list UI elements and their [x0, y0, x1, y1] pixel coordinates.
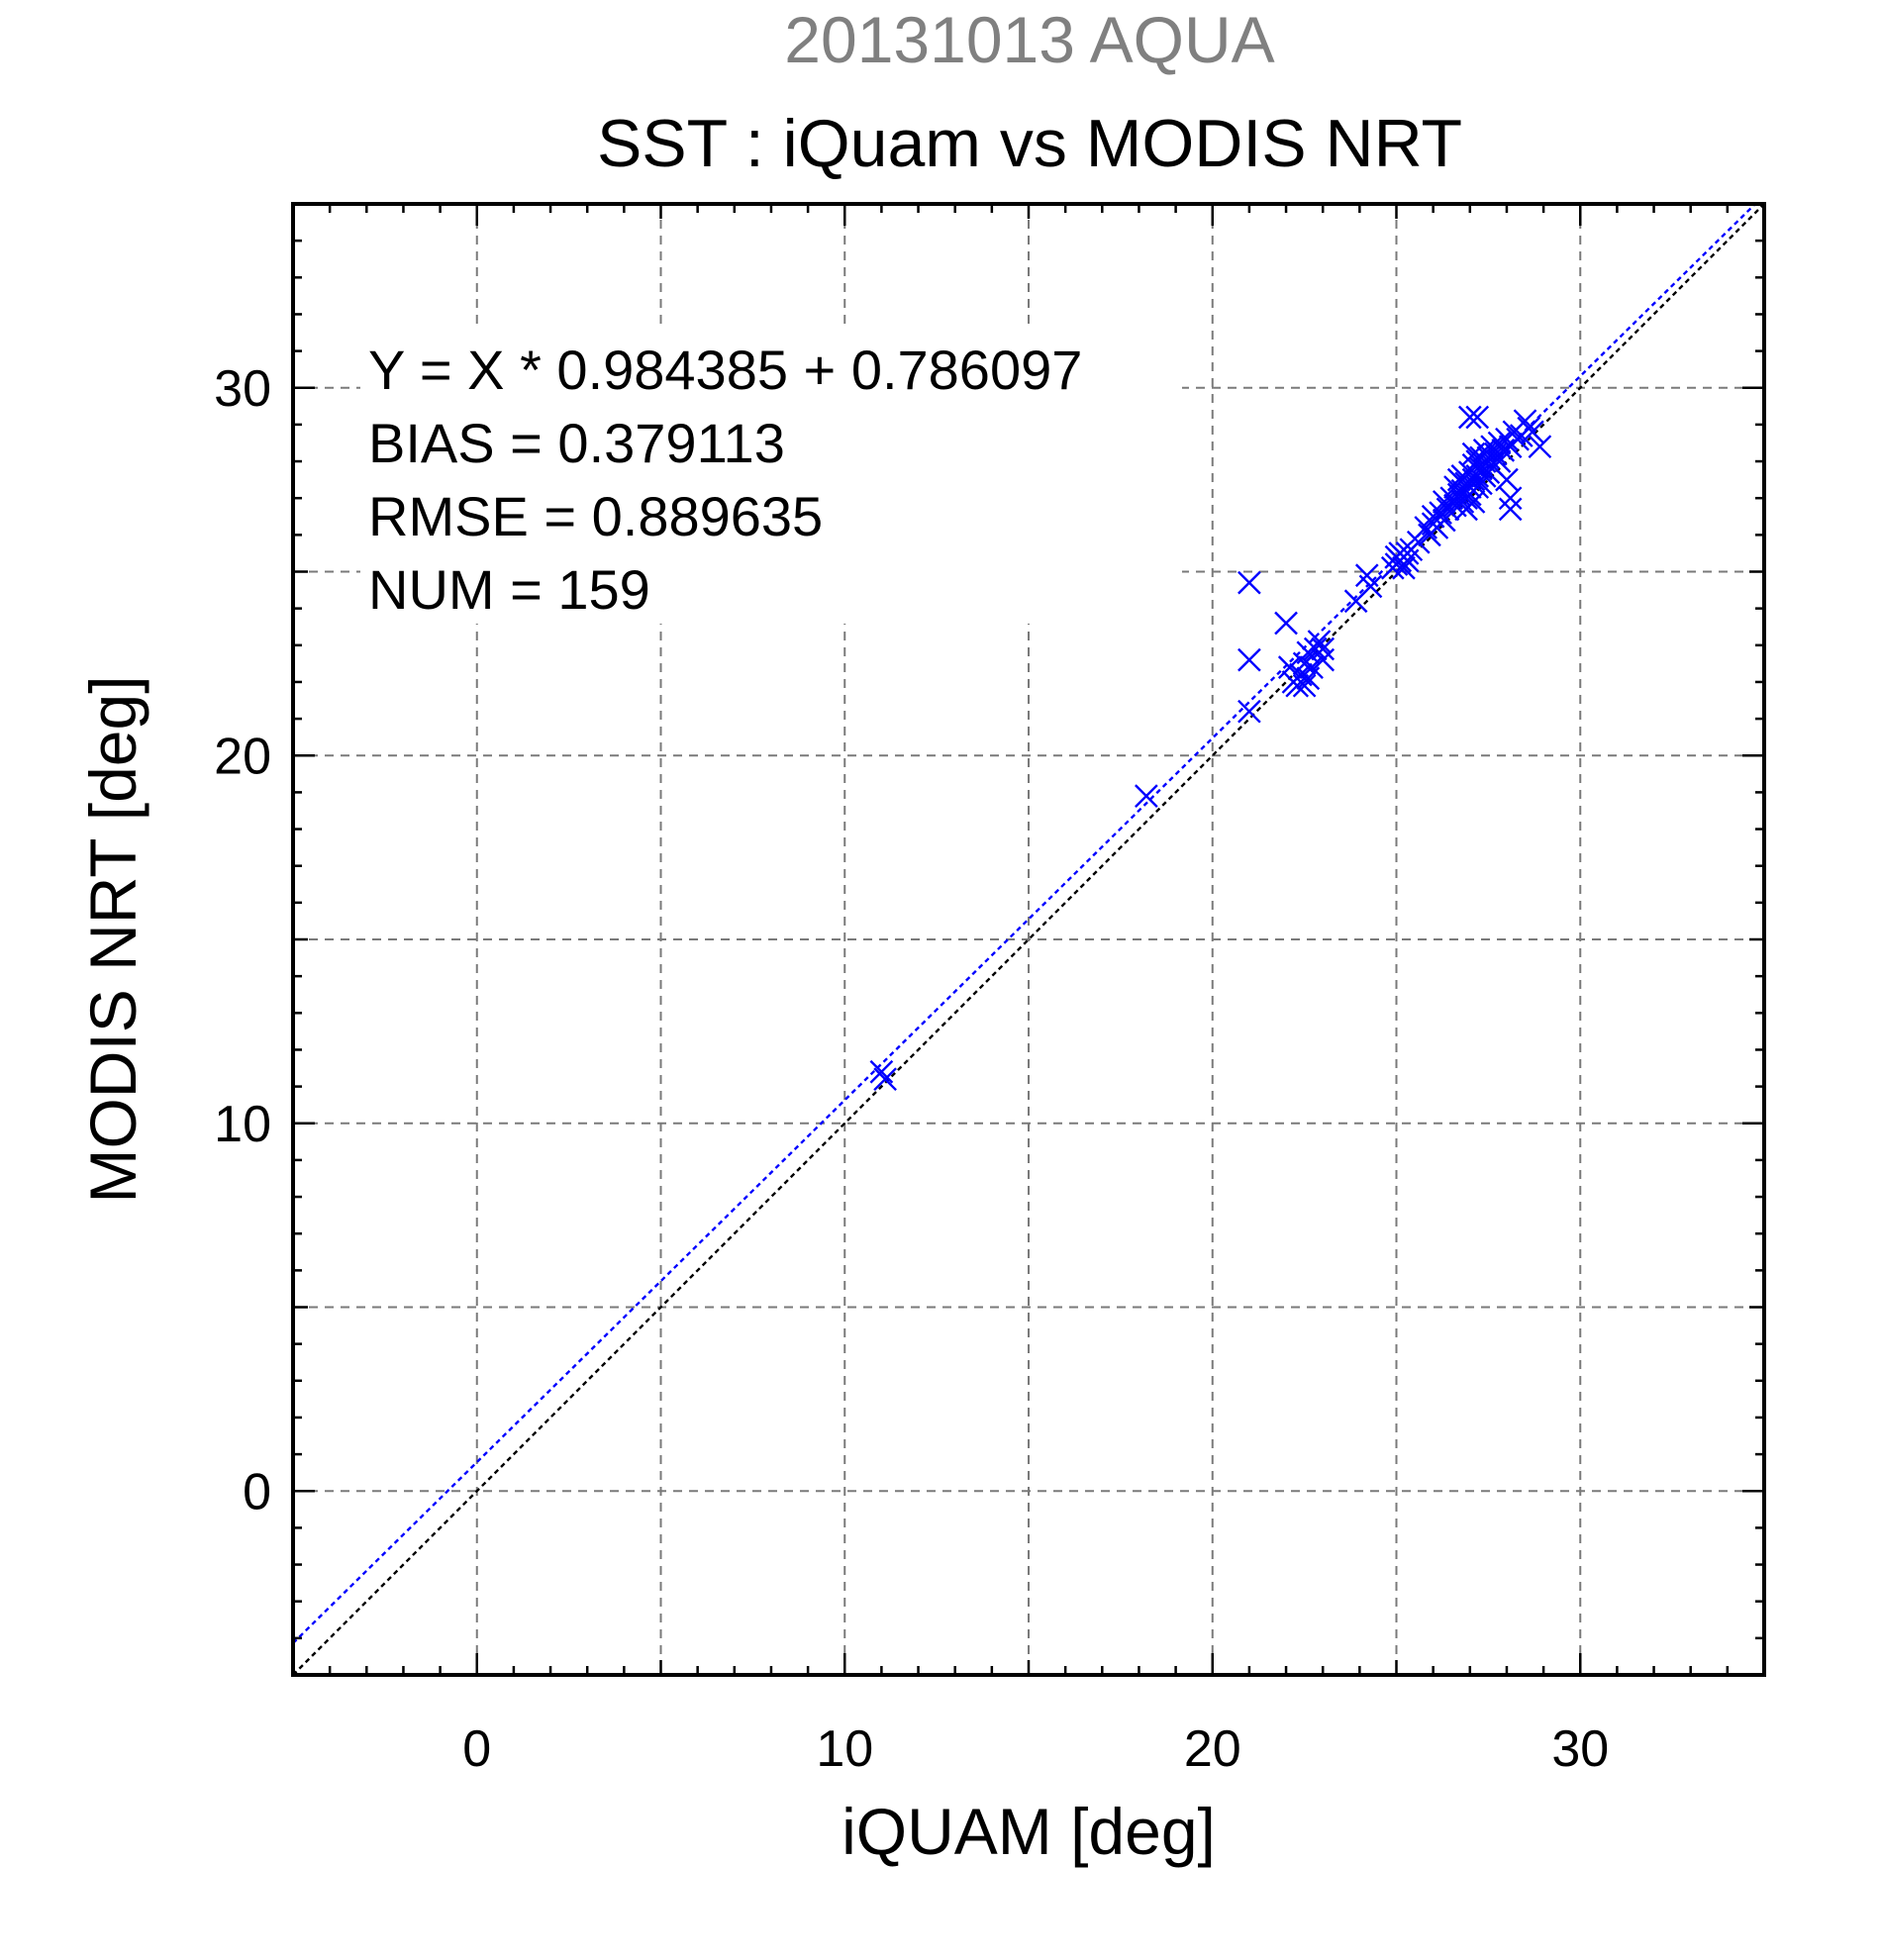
data-point	[1238, 570, 1261, 595]
data-point	[1521, 420, 1544, 444]
data-point	[873, 1067, 897, 1092]
data-point	[1292, 673, 1317, 698]
y-tick-label: 30	[214, 360, 271, 418]
x-tick-labels: 0 10 20 30	[462, 1720, 1609, 1778]
data-point	[1135, 784, 1158, 808]
x-tick-label: 0	[462, 1720, 491, 1778]
data-point	[1311, 647, 1336, 672]
bias-value: BIAS = 0.379113	[368, 412, 785, 474]
data-point	[1498, 497, 1523, 522]
y-tick-labels: 0 10 20 30	[214, 360, 271, 1521]
chart-title: SST : iQuam vs MODIS NRT	[597, 106, 1462, 181]
x-tick-label: 10	[816, 1720, 873, 1778]
data-point	[1465, 405, 1490, 430]
num-value: NUM = 159	[368, 558, 650, 621]
data-point	[1300, 655, 1324, 679]
data-point	[1457, 405, 1482, 430]
y-tick-label: 10	[214, 1096, 271, 1153]
y-tick-label: 0	[243, 1463, 271, 1520]
data-point	[1495, 467, 1519, 492]
data-point	[1528, 435, 1552, 459]
regression-line	[292, 203, 1756, 1644]
reference-lines	[292, 203, 1765, 1676]
x-axis-label: iQUAM [deg]	[842, 1795, 1216, 1868]
x-tick-label: 30	[1551, 1720, 1609, 1778]
data-point	[1277, 655, 1302, 679]
data-point	[1358, 574, 1383, 599]
data-point	[1392, 555, 1416, 580]
y-axis-label: MODIS NRT [deg]	[76, 675, 149, 1203]
plot-frame	[291, 202, 1766, 1677]
data-point	[1238, 699, 1261, 724]
data-point	[1307, 630, 1332, 653]
data-points	[869, 405, 1552, 1092]
data-point	[1274, 611, 1298, 636]
data-point	[1498, 486, 1523, 511]
y-tick-label: 20	[214, 728, 271, 785]
stats-annotation: Y = X * 0.984385 + 0.786097 BIAS = 0.379…	[360, 327, 1182, 624]
data-point	[1406, 530, 1431, 554]
stats-background	[360, 327, 1182, 624]
data-point	[1311, 637, 1336, 661]
chart-supertitle: 20131013 AQUA	[784, 3, 1274, 76]
data-point	[1461, 490, 1486, 514]
data-point	[1238, 647, 1261, 672]
rmse-value: RMSE = 0.889635	[368, 485, 823, 547]
data-point	[869, 1059, 894, 1084]
x-tick-label: 20	[1184, 1720, 1241, 1778]
data-point	[1513, 409, 1537, 434]
fit-equation: Y = X * 0.984385 + 0.786097	[368, 339, 1082, 401]
data-point	[1303, 637, 1328, 661]
